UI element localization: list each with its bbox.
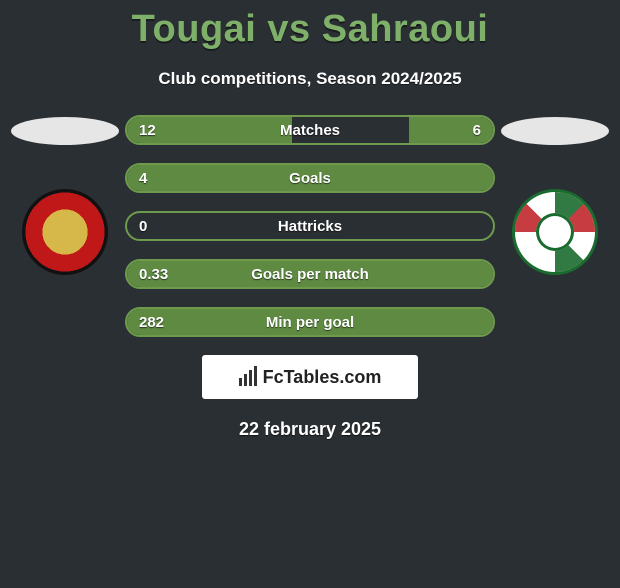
player-silhouette-left [11, 117, 119, 145]
club-badge-right [512, 189, 598, 275]
source-logo[interactable]: FcTables.com [202, 355, 418, 399]
stat-bar: 282 Min per goal [125, 307, 495, 337]
stat-bar: 4 Goals [125, 163, 495, 193]
stat-value-left: 0 [139, 218, 147, 235]
comparison-layout: 12 Matches 6 4 Goals 0 Hattricks 0.33 Goals per … [0, 115, 620, 337]
stat-value-left: 282 [139, 314, 164, 331]
player-silhouette-right [501, 117, 609, 145]
stat-value-left: 0.33 [139, 266, 168, 283]
subtitle: Club competitions, Season 2024/2025 [0, 69, 620, 89]
bars-icon [239, 368, 257, 386]
stat-label: Matches [280, 122, 340, 139]
stat-label: Goals per match [251, 266, 369, 283]
page-title: Tougai vs Sahraoui [0, 8, 620, 51]
stat-bar: 12 Matches 6 [125, 115, 495, 145]
comparison-date: 22 february 2025 [0, 419, 620, 440]
stat-value-left: 12 [139, 122, 156, 139]
left-side [5, 115, 125, 275]
right-side [495, 115, 615, 275]
stat-value-right: 6 [473, 122, 481, 139]
stat-label: Goals [289, 170, 331, 187]
stat-label: Hattricks [278, 218, 342, 235]
stat-bar: 0.33 Goals per match [125, 259, 495, 289]
source-logo-text: FcTables.com [263, 367, 382, 388]
stat-value-left: 4 [139, 170, 147, 187]
club-badge-left [22, 189, 108, 275]
stats-bars: 12 Matches 6 4 Goals 0 Hattricks 0.33 Goals per … [125, 115, 495, 337]
stat-label: Min per goal [266, 314, 354, 331]
stat-bar: 0 Hattricks [125, 211, 495, 241]
